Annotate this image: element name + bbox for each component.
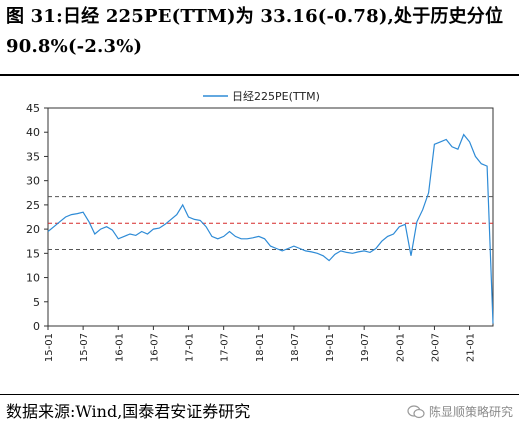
x-tick-label: 15-01 bbox=[44, 333, 55, 362]
x-tick-label: 17-07 bbox=[220, 333, 231, 362]
x-tick-label: 16-07 bbox=[149, 333, 160, 362]
x-tick-label: 21-01 bbox=[466, 333, 477, 362]
legend: 日经225PE(TTM) bbox=[203, 90, 320, 103]
legend-label: 日经225PE(TTM) bbox=[232, 90, 320, 103]
figure-title: 图 31:日经 225PE(TTM)为 33.16(-0.78),处于历史分位 … bbox=[6, 6, 504, 57]
y-tick-label: 5 bbox=[33, 296, 40, 309]
y-tick-label: 15 bbox=[26, 247, 40, 260]
x-tick-label: 17-01 bbox=[185, 333, 196, 362]
x-tick-label: 20-07 bbox=[430, 333, 441, 362]
bottom-rule bbox=[0, 394, 519, 395]
source-note: 数据来源:Wind,国泰君安证券研究 bbox=[6, 402, 251, 421]
y-tick-label: 35 bbox=[26, 150, 40, 163]
series-line bbox=[47, 133, 494, 324]
y-tick-label: 0 bbox=[33, 320, 40, 333]
y-axis: 0 5 10 15 20 25 30 35 40 45 bbox=[26, 102, 48, 333]
x-tick-label: 18-01 bbox=[255, 333, 266, 362]
top-rule bbox=[0, 74, 519, 76]
y-tick-label: 25 bbox=[26, 199, 40, 212]
x-tick-label: 19-01 bbox=[325, 333, 336, 362]
watermark: 陈显顺策略研究 bbox=[407, 403, 513, 420]
y-tick-label: 10 bbox=[26, 272, 40, 285]
x-tick-label: 18-07 bbox=[290, 333, 301, 362]
x-axis: 15-01 15-07 16-01 16-07 17-01 17-07 18-01 18-07… bbox=[44, 326, 477, 362]
wechat-icon bbox=[407, 404, 425, 418]
x-tick-label: 15-07 bbox=[79, 333, 90, 362]
x-tick-label: 16-01 bbox=[114, 333, 125, 362]
y-tick-label: 45 bbox=[26, 102, 40, 115]
watermark-text: 陈显顺策略研究 bbox=[428, 405, 513, 419]
x-tick-label: 19-07 bbox=[360, 333, 371, 362]
reference-lines bbox=[48, 196, 493, 250]
plot-frame bbox=[47, 107, 494, 327]
y-tick-label: 20 bbox=[26, 223, 40, 236]
y-tick-label: 30 bbox=[26, 175, 40, 188]
x-tick-label: 20-01 bbox=[395, 333, 406, 362]
y-tick-label: 40 bbox=[26, 126, 40, 139]
